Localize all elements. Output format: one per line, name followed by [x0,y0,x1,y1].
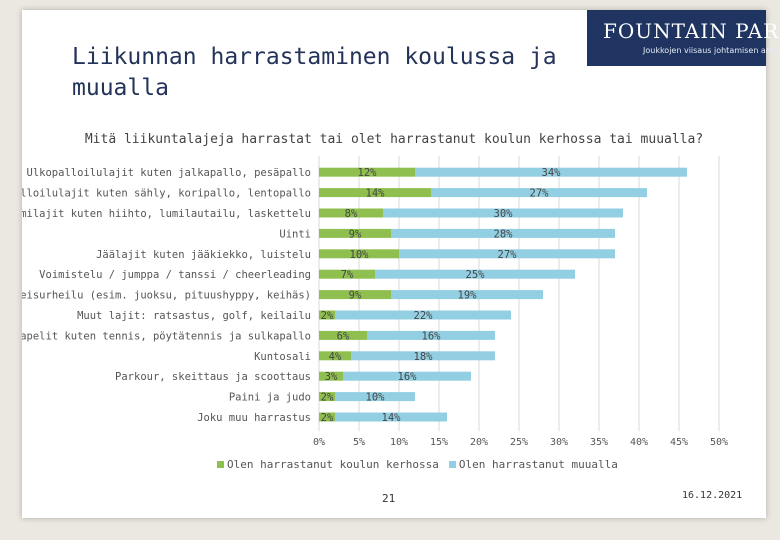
slide-date: 16.12.2021 [682,490,743,501]
page-title: Liikunnan harrastaminen koulussa ja muua… [72,44,557,101]
bar-elsewhere [391,228,615,238]
x-tick-label: 35% [590,437,608,448]
bar-elsewhere [383,208,623,218]
data-label-elsewhere: 19% [458,290,478,302]
category-label: Mailapelit kuten tennis, pöytätennis ja … [22,330,311,342]
bar-school [319,228,391,238]
x-tick-label: 40% [630,437,648,448]
data-label-elsewhere: 16% [422,330,442,342]
legend-item-school: Olen harrastanut koulun kerhossa [217,458,439,471]
bar-elsewhere [367,330,495,340]
slide: Liikunnan harrastaminen koulussa ja muua… [22,10,780,518]
data-label-elsewhere: 34% [542,167,562,179]
logo-name: FOUNTAIN PARK [603,19,780,43]
bar-elsewhere [415,167,687,177]
data-label-elsewhere: 25% [466,269,486,281]
bar-school [319,330,367,340]
category-label: Voimistelu / jumppa / tanssi / cheerlead… [39,269,311,281]
bar-elsewhere [343,371,471,381]
x-tick-label: 45% [670,437,688,448]
page-number: 21 [382,492,396,505]
bar-chart: 0% 5% 10% 15% 20% 25% 30% 35% 40% 45% 50% Ulkopallo… [22,156,728,448]
category-label: Lumilajit kuten hiihto, lumilautailu, la… [22,208,311,220]
data-label-school: 9% [349,228,362,240]
logo: FOUNTAIN PARK Joukkojen viisaus johtamis… [587,10,780,66]
bar-school [319,351,351,361]
x-tick-label: 0% [313,437,325,448]
category-label: Jäälajit kuten jääkiekko, luistelu [96,249,311,261]
data-label-school: 2% [321,392,334,404]
data-label-school: 6% [337,330,350,342]
bar-school [319,392,335,402]
bar-elsewhere [335,412,447,422]
category-label: Paini ja judo [229,392,311,404]
data-label-school: 9% [349,290,362,302]
bar-elsewhere [431,188,647,198]
bar-school [319,167,415,177]
legend-item-elsewhere: Olen harrastanut muualla [448,458,618,471]
data-label-school: 3% [325,371,338,383]
x-tick-label: 20% [470,437,488,448]
data-label-school: 12% [358,167,378,179]
x-tick-label: 50% [710,437,728,448]
data-label-elsewhere: 28% [494,228,514,240]
bar-school [319,249,399,259]
chart-legend: Olen harrastanut koulun kerhossa Olen ha… [217,458,618,471]
data-label-school: 10% [350,249,370,261]
x-tick-label: 10% [390,437,408,448]
bar-elsewhere [391,290,543,300]
legend-swatch-school [217,461,224,468]
data-label-elsewhere: 30% [494,208,514,220]
data-label-school: 8% [345,208,358,220]
data-label-elsewhere: 27% [530,188,550,200]
x-tick-label: 5% [353,437,365,448]
bar-school [319,208,383,218]
x-tick-label: 25% [510,437,528,448]
data-label-elsewhere: 18% [414,351,434,363]
category-label: Parkour, skeittaus ja scoottaus [115,371,311,383]
logo-tagline: Joukkojen viisaus johtamisen arkeen [643,46,780,55]
bar-elsewhere [399,249,615,259]
data-label-elsewhere: 10% [366,392,386,404]
category-label: Sisäpalloilulajit kuten sähly, koripallo… [22,188,311,200]
legend-swatch-elsewhere [448,461,456,468]
bar-school [319,310,335,320]
bar-elsewhere [351,351,495,361]
x-tick-label: 15% [430,437,448,448]
bar-school [319,269,375,279]
bar-school [319,290,391,300]
chart-title: Mitä liikuntalajeja harrastat tai olet h… [84,132,704,147]
data-label-elsewhere: 16% [398,371,418,383]
bar-elsewhere [335,392,415,402]
data-label-elsewhere: 22% [414,310,434,322]
data-label-school: 7% [341,269,354,281]
bar-school [319,188,431,198]
bar-school [319,412,335,422]
data-label-school: 2% [321,412,334,424]
data-label-elsewhere: 14% [382,412,402,424]
category-label: Muut lajit: ratsastus, golf, keilailu [77,310,311,322]
data-label-school: 2% [321,310,334,322]
data-label-school: 4% [329,351,342,363]
legend-label-school: Olen harrastanut koulun kerhossa [227,458,439,471]
category-label: Joku muu harrastus [197,412,311,424]
bar-elsewhere [375,269,575,279]
category-label: Ulkopalloilulajit kuten jalkapallo, pesä… [27,167,311,179]
x-tick-label: 30% [550,437,568,448]
data-label-elsewhere: 27% [498,249,518,261]
bar-school [319,371,343,381]
legend-label-elsewhere: Olen harrastanut muualla [458,458,618,471]
category-label: Uinti [279,228,311,240]
category-label: Yleisurheilu (esim. juoksu, pituushyppy,… [22,290,311,302]
data-label-school: 14% [366,188,386,200]
category-label: Kuntosali [254,351,311,363]
bar-elsewhere [335,310,511,320]
